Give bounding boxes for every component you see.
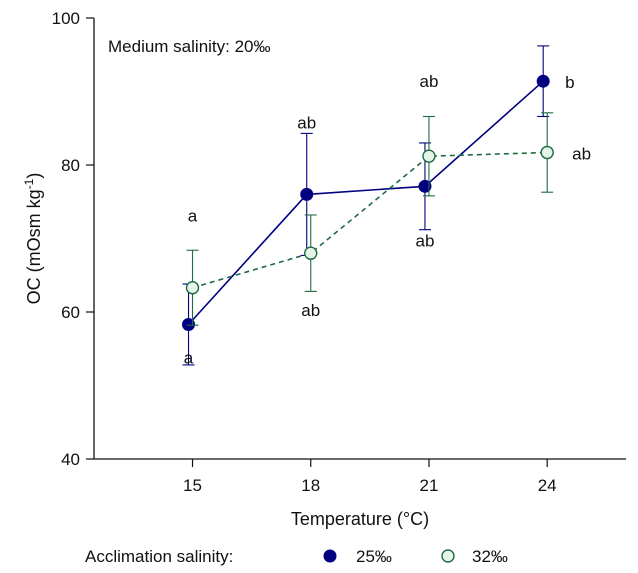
significance-letter: ab xyxy=(301,301,320,320)
significance-letter: a xyxy=(188,207,198,226)
x-tick-label: 21 xyxy=(420,476,439,495)
series-line xyxy=(187,80,544,326)
series-line xyxy=(192,151,548,289)
data-point xyxy=(185,281,200,295)
y-tick-label: 100 xyxy=(52,9,80,28)
legend-title: Acclimation salinity: xyxy=(85,547,233,566)
x-axis-label: Temperature (°C) xyxy=(291,509,429,529)
chart-annotation: Medium salinity: 20‰ xyxy=(108,37,271,56)
significance-letter: ab xyxy=(572,145,591,164)
y-tick-label: 80 xyxy=(61,156,80,175)
legend-marker xyxy=(441,549,455,563)
legend: Acclimation salinity: 25‰ 32‰ xyxy=(85,547,508,566)
significance-letter: b xyxy=(565,73,574,92)
significance-letter: ab xyxy=(297,113,316,132)
y-axis-label: OC (mOsm kg-1) xyxy=(22,173,44,305)
legend-item-1: 25‰ xyxy=(323,547,392,566)
x-tick-label: 15 xyxy=(183,476,202,495)
y-tick-label: 60 xyxy=(61,303,80,322)
data-point xyxy=(540,145,554,160)
legend-label: 25‰ xyxy=(356,547,392,566)
y-axis-label-suffix: ) xyxy=(24,173,44,179)
x-tick-label: 24 xyxy=(538,476,557,495)
series-layer: a ab ab b a ab ab ab xyxy=(182,45,591,367)
legend-label: 32‰ xyxy=(472,547,508,566)
y-axis-label-main: OC (mOsm kg xyxy=(24,189,44,304)
data-point xyxy=(536,74,550,88)
data-point xyxy=(300,187,314,201)
significance-letter: a xyxy=(184,348,194,367)
data-point xyxy=(304,246,318,260)
significance-letter: ab xyxy=(420,72,439,91)
x-tick-label: 18 xyxy=(301,476,320,495)
legend-item-2: 32‰ xyxy=(441,547,508,566)
significance-letter: ab xyxy=(416,231,435,250)
series-2: a ab ab ab xyxy=(185,72,591,326)
axes: 40 60 80 100 15 18 21 24 Temperature (°C) OC (mOs… xyxy=(22,9,626,529)
series-1: a ab ab b xyxy=(182,45,575,367)
legend-marker xyxy=(323,549,337,563)
y-tick-label: 40 xyxy=(61,450,80,469)
data-point xyxy=(422,149,436,163)
data-point xyxy=(418,179,432,193)
y-axis-label-superscript: -1 xyxy=(22,178,36,189)
data-point xyxy=(182,317,196,331)
